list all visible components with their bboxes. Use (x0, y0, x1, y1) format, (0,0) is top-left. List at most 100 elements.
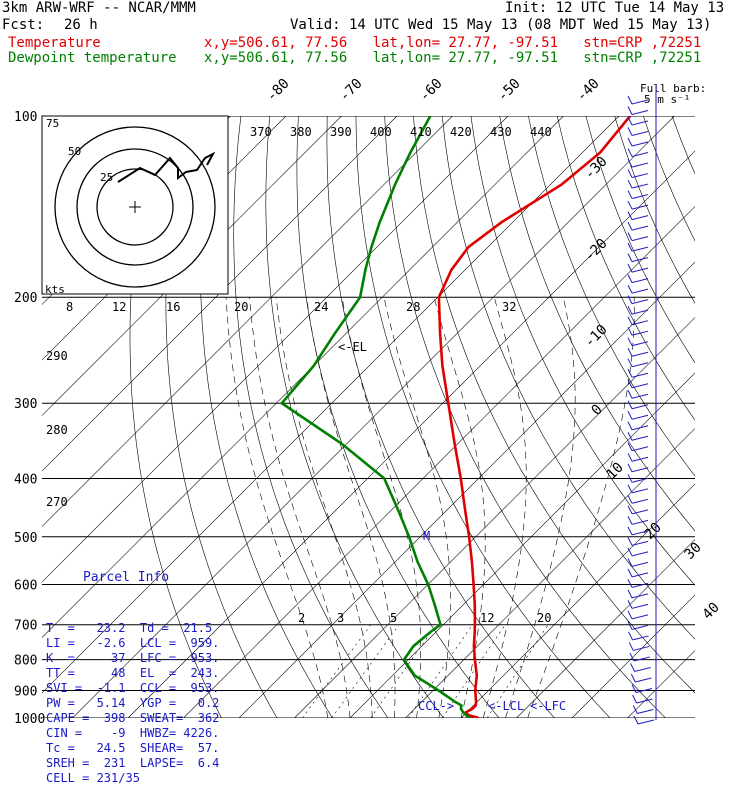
wind-speed-tick-label: 12 (112, 300, 126, 314)
dry-adiabat-line (234, 116, 388, 718)
wind-barb (632, 279, 648, 283)
wind-barb (632, 520, 648, 524)
wind-barb (632, 352, 648, 356)
dry-adiabat-line (586, 116, 740, 718)
wind-barb (632, 163, 648, 167)
wind-barb (632, 226, 648, 230)
wind-barb-flag (628, 264, 632, 272)
wind-barb-flag (628, 128, 632, 136)
wind-barb (632, 195, 648, 199)
dry-adiabat-line (413, 116, 721, 718)
wind-barb-flag (628, 338, 632, 346)
dry-adiabat-line (471, 116, 740, 718)
dry-adiabat-line (442, 116, 740, 718)
wind-barb (632, 289, 648, 293)
wind-barb-flag (628, 401, 632, 409)
isotherm-label: -30 (582, 154, 611, 183)
isotherm-line (239, 116, 740, 718)
parcel-info-row: TT = 48 EL = 243. (46, 666, 236, 681)
wind-barb-flag (628, 527, 632, 535)
wind-barb (632, 415, 648, 419)
hodograph-ring-label: 25 (100, 171, 113, 184)
wind-barb-flag (628, 569, 632, 577)
wind-barb-flag (628, 348, 632, 356)
mixing-ratio-line (332, 625, 399, 718)
wind-barb (632, 142, 648, 146)
wind-barb-flag (628, 138, 632, 146)
m-annotation: M (423, 529, 430, 543)
wind-barb (632, 436, 648, 440)
pressure-tick-label: 800 (14, 654, 37, 669)
hodograph-units-label: kts (45, 283, 65, 296)
theta-left-label: 280 (46, 423, 68, 437)
theta-label: 420 (450, 125, 472, 139)
isotherm-label: 10 (604, 460, 627, 483)
wind-barb (632, 573, 648, 577)
wind-barb (632, 468, 648, 472)
wind-barb (632, 373, 648, 377)
dry-adiabat-line (297, 116, 499, 718)
isotherm-label: -10 (582, 322, 611, 351)
wind-barb-flag (628, 317, 632, 325)
wind-barb-flag (628, 537, 632, 545)
wind-speed-tick-label: 32 (502, 300, 516, 314)
isotherm-label: -40 (574, 76, 603, 105)
wind-barb (632, 258, 648, 262)
wind-barb (632, 111, 648, 115)
dry-adiabat-line (701, 116, 740, 718)
pressure-tick-label: 100 (14, 110, 37, 125)
parcel-info-row: LI = -2.6 LCL = 959. (46, 636, 236, 651)
wind-barb-flag (628, 485, 632, 493)
theta-label: 410 (410, 125, 432, 139)
moist-adiabat-line (505, 297, 575, 718)
wind-legend-line2: 5 m s⁻¹ (644, 93, 690, 106)
wind-barb (632, 562, 648, 566)
wind-barb-flag (628, 212, 632, 220)
wind-barb (638, 720, 654, 724)
wind-barb-flag (628, 180, 632, 188)
wind-speed-tick-label: 28 (406, 300, 420, 314)
wind-barb-flag (628, 411, 632, 419)
isotherm-line (350, 116, 740, 718)
wind-barb (632, 331, 648, 335)
wind-barb (632, 184, 648, 188)
pressure-tick-label: 200 (14, 291, 37, 306)
wind-barb-flag (628, 275, 632, 283)
parcel-info-row: K = 37 LFC = 953. (46, 651, 236, 666)
theta-label: 440 (530, 125, 552, 139)
wind-speed-tick-label: 8 (66, 300, 73, 314)
mixing-ratio-label: 2 (298, 611, 305, 625)
dry-adiabat-line (672, 116, 740, 718)
parcel-info-row: CELL = 231/35 (46, 771, 236, 786)
parcel-info-row: CAPE = 398 SWEAT= 362 (46, 711, 236, 726)
wind-barb (632, 237, 648, 241)
wind-barb-flag (629, 632, 633, 640)
theta-label: 370 (250, 125, 272, 139)
lcl-annotation: <-LCL (488, 699, 524, 713)
theta-left-label: 270 (46, 495, 68, 509)
pressure-tick-label: 500 (14, 531, 37, 546)
wind-barb-flag (633, 705, 637, 713)
wind-barb (632, 216, 648, 220)
wind-barb (632, 426, 648, 430)
wind-barb-flag (628, 327, 632, 335)
wind-barb-flag (628, 149, 632, 157)
wind-barb-flag (628, 516, 632, 524)
pressure-tick-label: 700 (14, 619, 37, 634)
moist-adiabat-line (307, 297, 395, 718)
isotherm-label: -70 (337, 76, 366, 105)
wind-barb-flag (628, 422, 632, 430)
theta-label: 430 (490, 125, 512, 139)
wind-barb-flag (628, 243, 632, 251)
moist-adiabat-line (342, 297, 421, 718)
hodograph-ring-label: 75 (46, 117, 59, 130)
wind-barb (632, 153, 648, 157)
wind-barb-flag (628, 96, 632, 104)
wind-barb-flag (628, 590, 632, 598)
parcel-info-row: Tc = 24.5 SHEAR= 57. (46, 741, 236, 756)
wind-barb-flag (628, 611, 632, 619)
wind-barb (637, 709, 653, 713)
mixing-ratio-label: 5 (390, 611, 397, 625)
wind-barb (632, 394, 648, 398)
wind-barb-flag (628, 170, 632, 178)
